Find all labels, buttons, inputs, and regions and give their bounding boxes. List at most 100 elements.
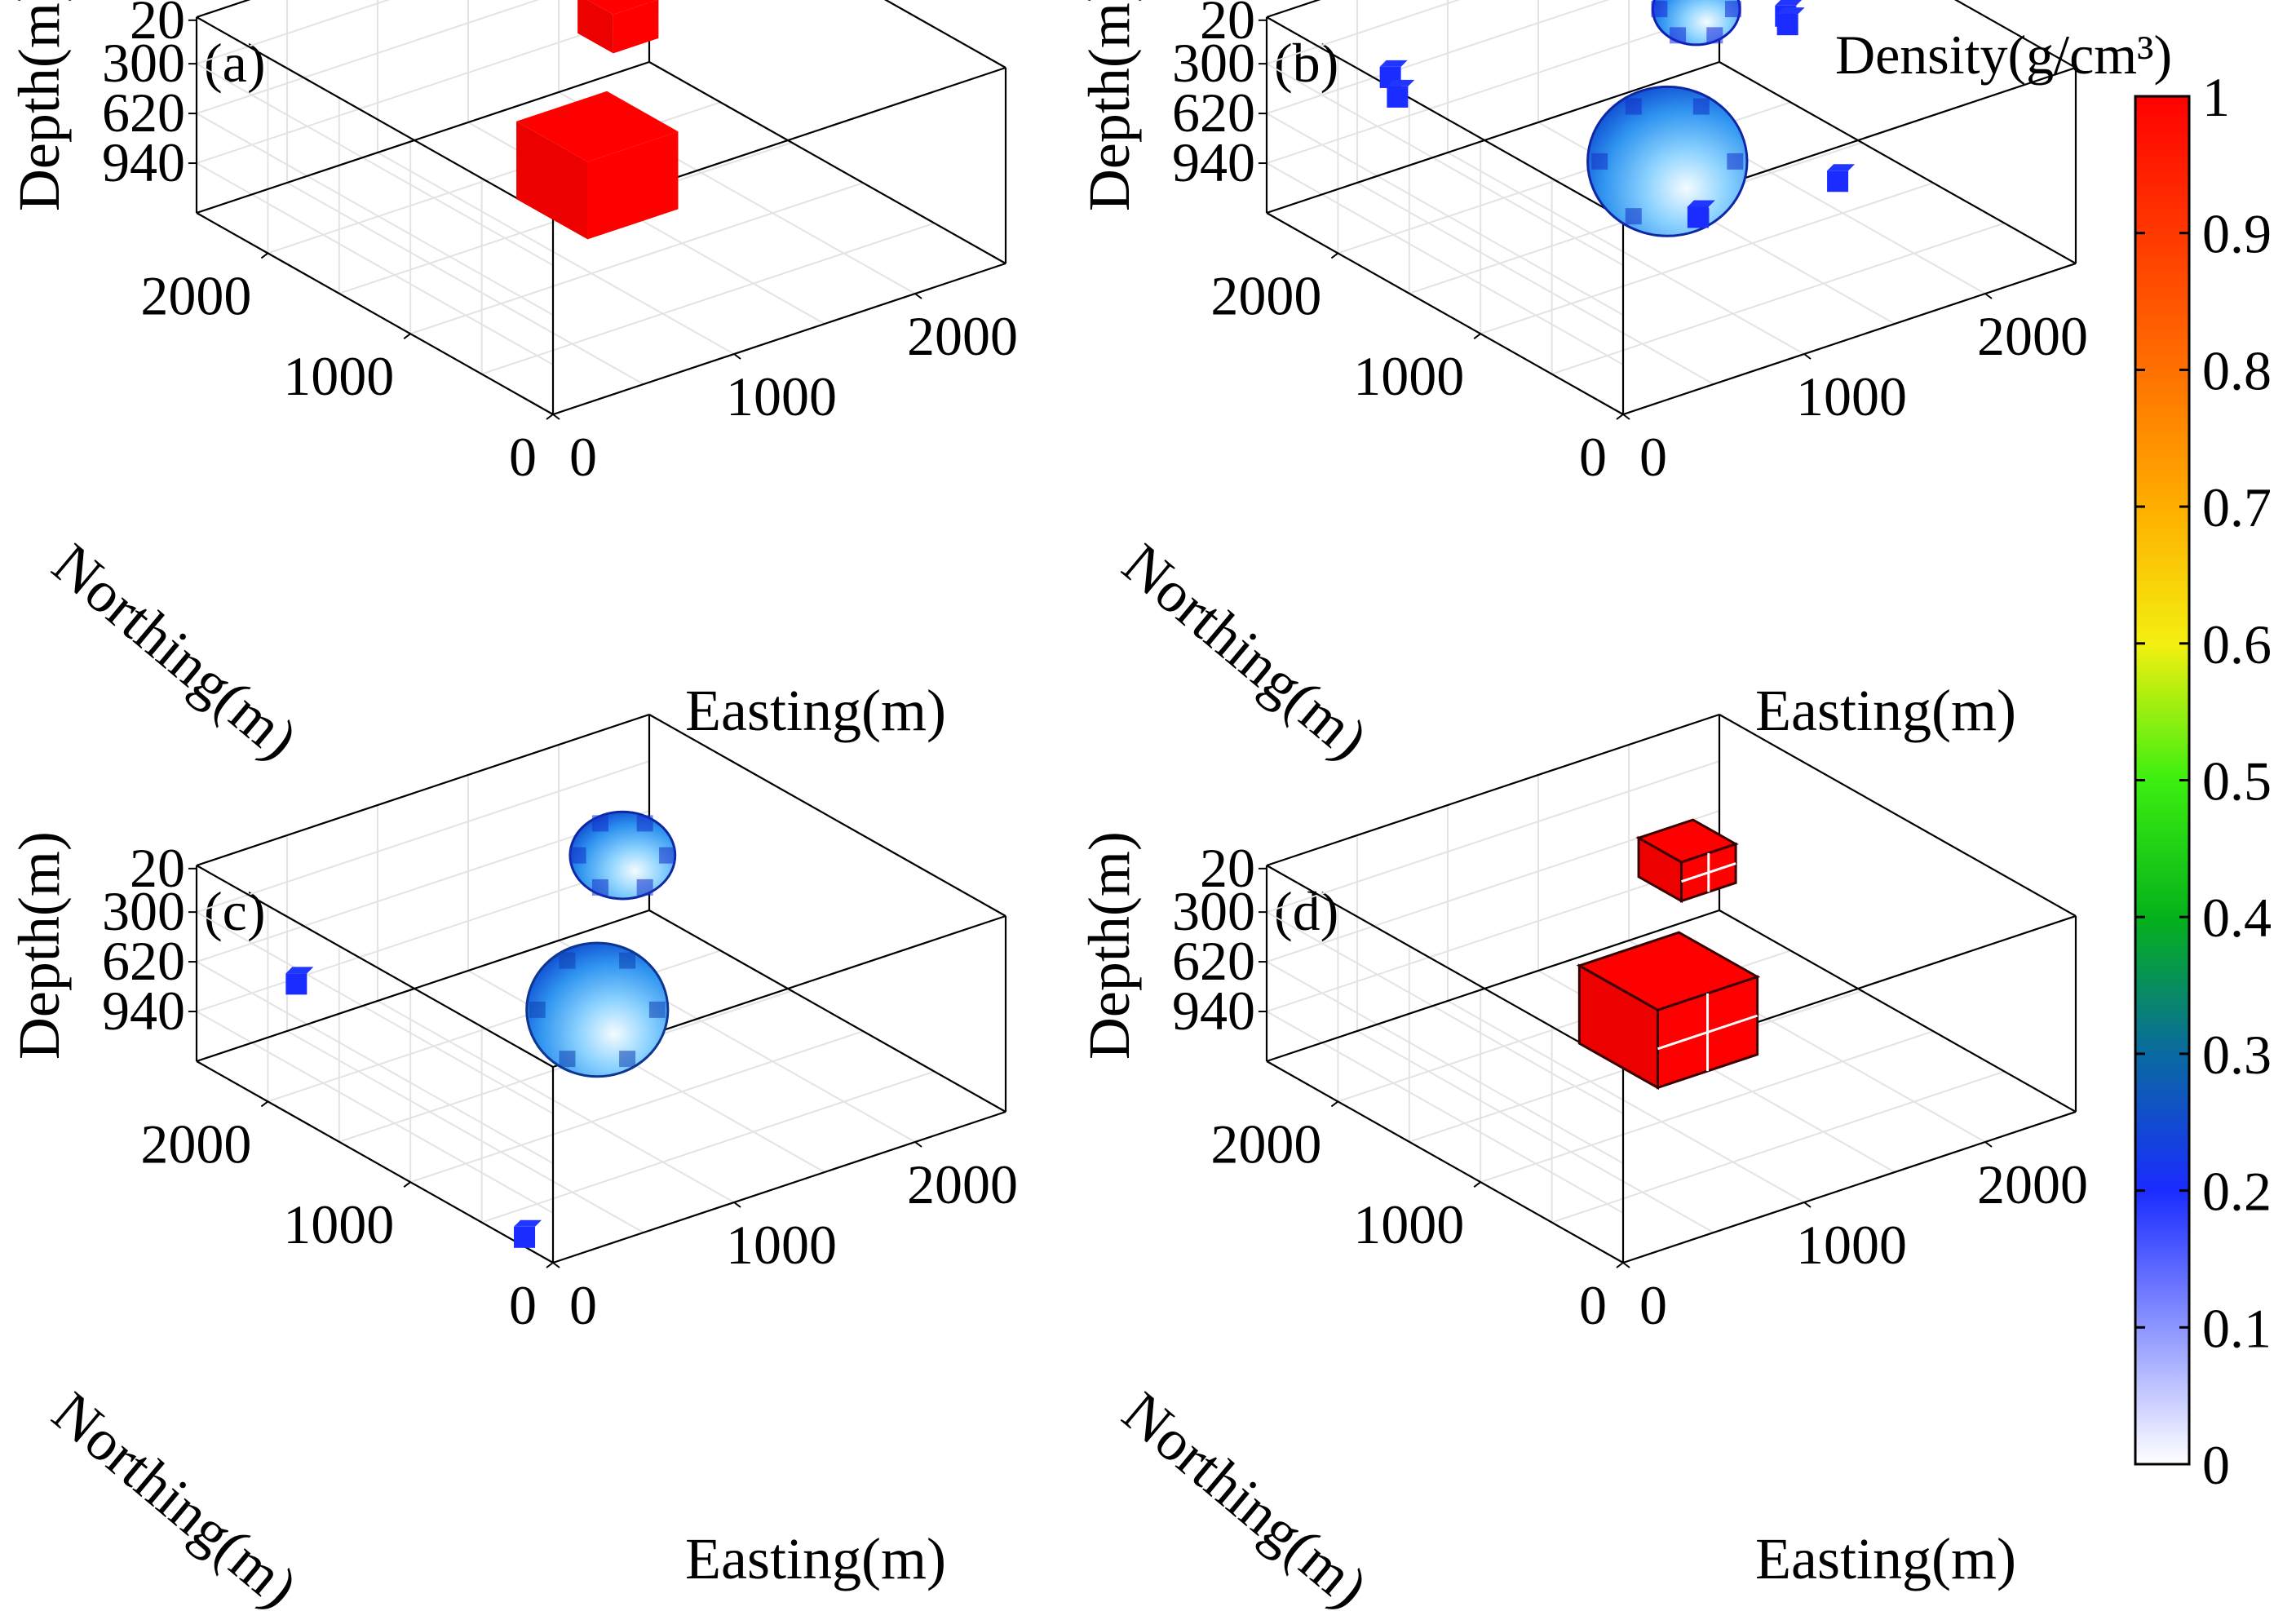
box-edge [1266, 212, 1624, 415]
x-tick [1984, 1141, 1993, 1148]
grid-line [1266, 0, 1610, 115]
grid-line [409, 182, 864, 335]
x-tick-label: 1000 [1796, 1214, 1907, 1276]
x-tick-label: 2000 [1977, 305, 2088, 367]
x-tick-label: 2000 [907, 1153, 1018, 1215]
x-tick-label: 1000 [726, 365, 837, 427]
y-tick [1473, 1181, 1481, 1188]
y-tick [1616, 414, 1624, 420]
box-edge [552, 262, 1006, 416]
z-tick-label: 940 [102, 131, 185, 193]
y-tick [403, 1181, 411, 1188]
grid-line [1551, 1070, 2005, 1224]
panel-c: (c) 0 1000 2000 Easting(m) 0 1000 2000 Northing… [7, 713, 1018, 1611]
colorbar-tick-label: 0.3 [2202, 1024, 2272, 1086]
box-edge [196, 16, 554, 219]
grid-line [1266, 961, 1624, 1164]
x-axis-label: Easting(m) [685, 1526, 946, 1591]
grid-line [1266, 113, 1624, 316]
voxel-face [514, 1226, 536, 1248]
x-tick [733, 1202, 741, 1208]
voxel-face [1387, 86, 1409, 108]
body-small-block [1635, 818, 1739, 904]
colorbar-tick-label: 0 [2202, 1434, 2230, 1496]
grid-line [1266, 63, 1624, 267]
y-tick-label: 0 [1579, 426, 1607, 488]
grid-line [196, 860, 650, 1012]
grid-line [196, 11, 650, 164]
x-axis-label: Easting(m) [1755, 1526, 2016, 1591]
panel-label: (d) [1274, 880, 1338, 942]
grid-line [196, 63, 554, 267]
x-tick-label: 0 [569, 426, 597, 488]
body-seam [1681, 862, 1736, 883]
z-tick-label: 300 [102, 880, 185, 942]
box-edge [1953, 0, 2077, 69]
voxel-face [1387, 79, 1415, 86]
voxel [569, 847, 586, 864]
grid-line [286, 1030, 644, 1233]
voxel [1706, 27, 1723, 44]
colorbar-tick-label: 0.4 [2202, 887, 2272, 949]
x-axis-label: Easting(m) [685, 678, 946, 743]
x-tick [1622, 414, 1630, 420]
z-tick-label: 20 [130, 0, 185, 51]
box-edge [1719, 714, 2077, 917]
y-tick [1330, 1100, 1338, 1108]
z-tick-label: 20 [130, 837, 185, 899]
grid-line [481, 1070, 935, 1224]
x-tick [914, 293, 922, 299]
body-seam [1657, 1014, 1758, 1051]
box-edge [1266, 865, 1624, 1068]
z-tick-label: 620 [102, 930, 185, 992]
body-blob [1586, 85, 1749, 237]
y-tick-label: 0 [509, 426, 537, 488]
grid-line [1266, 860, 1720, 1012]
x-tick [914, 1141, 922, 1148]
panel-b: (b) 0 1000 2000 Easting(m) 0 1000 2000 Northing… [1077, 0, 2088, 772]
body-recovered-large [1586, 85, 1749, 237]
voxel-face [1775, 0, 1803, 6]
voxel [1651, 1, 1668, 18]
y-tick-label: 1000 [283, 1193, 394, 1255]
y-tick [546, 1262, 554, 1268]
body-face [587, 131, 679, 240]
artifact-voxel [1776, 7, 1805, 36]
colorbar-title: Density(g/cm³) [1835, 24, 2172, 86]
voxel-face [1379, 60, 1408, 67]
box-edge [1622, 262, 2077, 416]
body-face [1635, 818, 1739, 864]
grid-line [196, 162, 554, 365]
box-edge [196, 1060, 554, 1264]
grid-line [1266, 11, 1720, 164]
voxel [1591, 153, 1608, 170]
voxel [659, 847, 676, 864]
x-tick [733, 353, 741, 360]
body-recovered-large [525, 941, 670, 1078]
body-blob [525, 941, 670, 1078]
z-tick-label: 620 [102, 82, 185, 144]
grid-line [286, 182, 644, 385]
x-tick [552, 414, 560, 420]
box-edge [196, 212, 554, 415]
artifact-voxel [1687, 200, 1715, 228]
voxel [1625, 208, 1642, 225]
z-tick-label: 300 [1172, 880, 1255, 942]
grid-line [196, 760, 650, 914]
z-tick-label: 620 [1172, 82, 1255, 144]
z-tick-label: 940 [1172, 980, 1255, 1042]
x-tick [1803, 1202, 1812, 1208]
y-tick-label: 1000 [1353, 1193, 1464, 1255]
box-edge [1266, 909, 1720, 1063]
body-face [516, 121, 588, 240]
z-axis-label: Depth(m) [1077, 831, 1142, 1060]
box-edge [196, 713, 650, 867]
x-tick-label: 2000 [1977, 1153, 2088, 1215]
x-tick-label: 0 [569, 1274, 597, 1336]
voxel [591, 879, 608, 896]
grid-line [1266, 162, 1624, 365]
grid-line [1447, 1000, 1805, 1203]
x-axis-label: Easting(m) [1755, 678, 2016, 743]
box-edge [1719, 61, 2077, 264]
